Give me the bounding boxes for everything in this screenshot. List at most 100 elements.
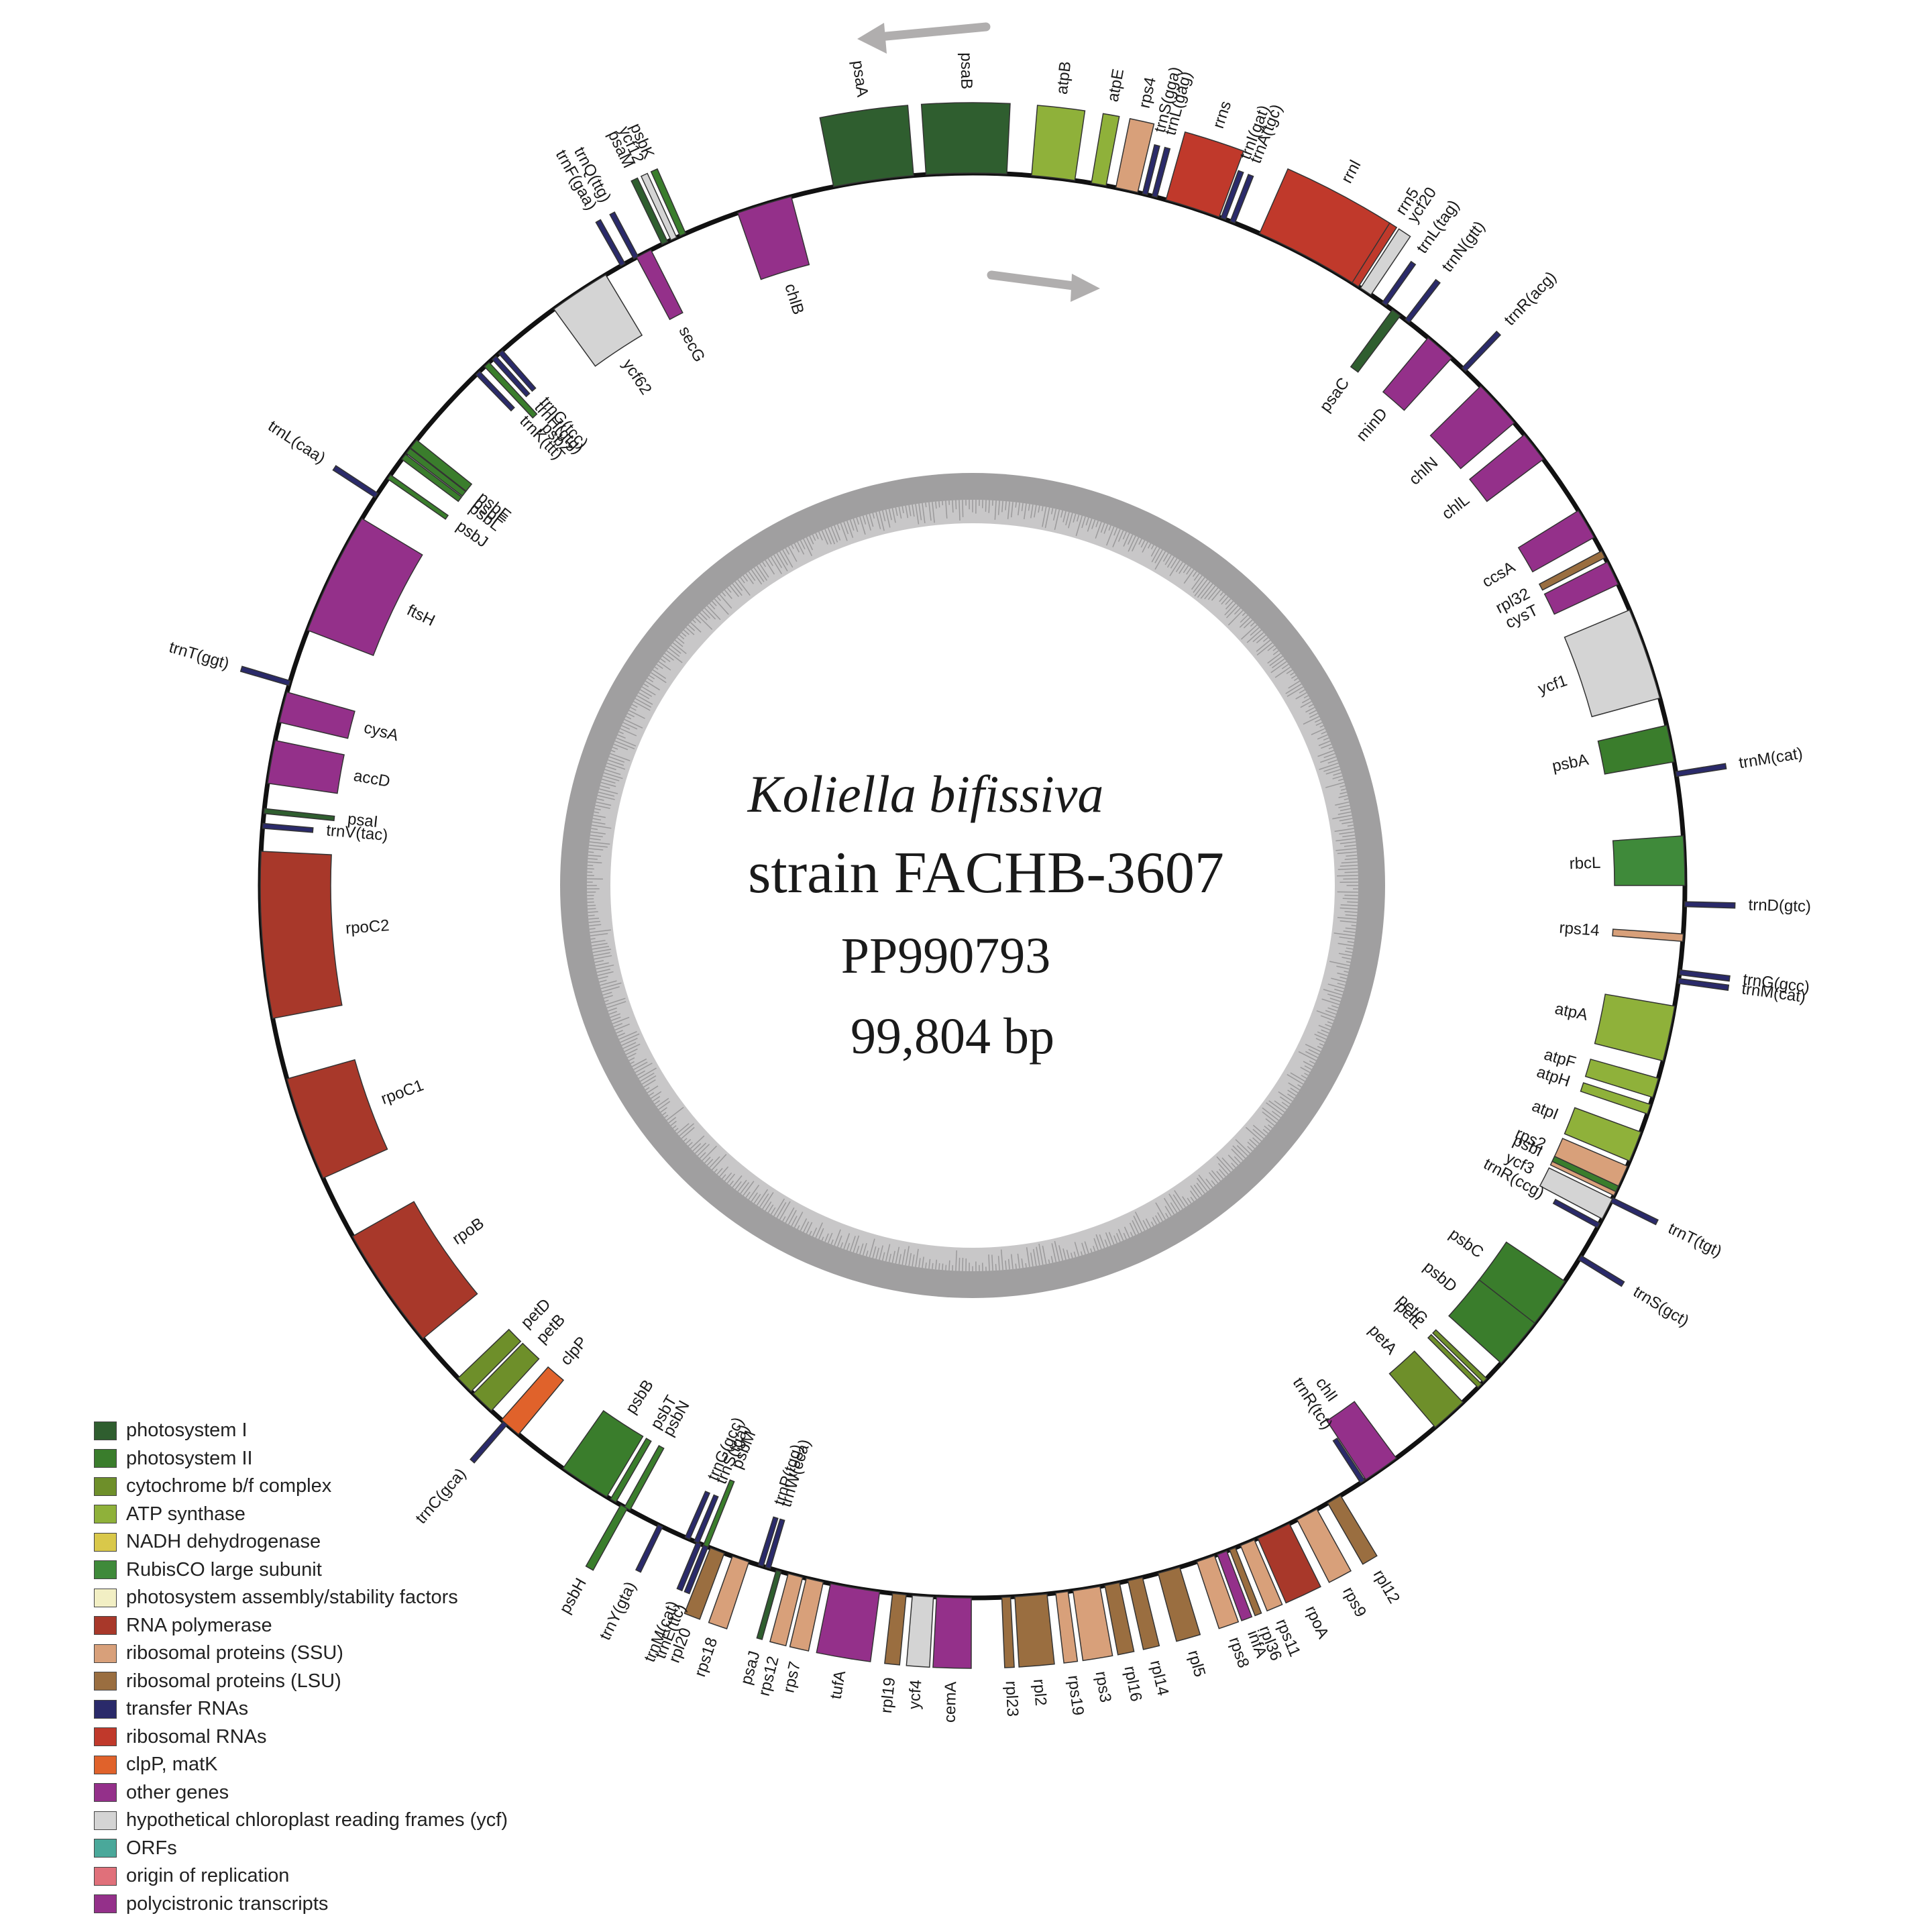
- gc-spike: [1196, 1183, 1205, 1194]
- gene-label: rrnl: [1337, 157, 1364, 186]
- gc-spike: [1103, 524, 1109, 534]
- gc-spike: [1060, 510, 1063, 518]
- gene-label: rps3: [1092, 1670, 1115, 1703]
- gc-spike: [1337, 875, 1358, 877]
- gc-spike: [1256, 634, 1266, 643]
- gene-label: clpP: [557, 1333, 591, 1368]
- gc-spike: [587, 904, 596, 906]
- gc-spike: [1155, 1215, 1160, 1224]
- gc-spike: [616, 737, 637, 747]
- gc-spike: [603, 995, 613, 999]
- gene-psbz: [484, 362, 538, 419]
- gene-trnr-acg-: [1461, 330, 1502, 372]
- legend-swatch: [94, 1783, 117, 1803]
- gc-spike: [622, 1042, 637, 1049]
- gc-spike: [709, 1156, 720, 1169]
- gc-spike: [859, 1243, 864, 1255]
- gene-trnl-caa-: [332, 465, 379, 498]
- gc-spike: [1007, 501, 1010, 519]
- legend-label: other genes: [126, 1781, 229, 1803]
- gc-spike: [1300, 700, 1312, 708]
- legend-item: photosystem II: [94, 1445, 698, 1473]
- legend-label: RubisCO large subunit: [126, 1558, 322, 1580]
- gc-spike: [1343, 930, 1356, 933]
- gc-spike: [1294, 678, 1299, 682]
- gc-spike: [908, 1252, 912, 1267]
- gc-spike: [1021, 1258, 1024, 1269]
- gc-spike: [794, 543, 800, 553]
- gc-spike: [1164, 554, 1172, 566]
- gc-spike: [1179, 564, 1186, 574]
- gc-content-spikes: [587, 500, 1358, 1271]
- gc-spike: [620, 728, 637, 737]
- gc-spike: [614, 1023, 630, 1031]
- gc-spike: [641, 1075, 657, 1085]
- gene-psbm: [702, 1479, 735, 1548]
- gene-trnp-tgg-: [757, 1516, 779, 1567]
- gc-spike: [1219, 594, 1226, 602]
- gc-spike: [840, 1242, 844, 1248]
- gc-spike: [821, 530, 828, 545]
- gc-spike: [770, 1207, 776, 1215]
- gene-atpi: [1564, 1107, 1642, 1162]
- gc-spike: [948, 1260, 950, 1271]
- gc-spike: [1267, 645, 1275, 651]
- gc-spike: [1193, 577, 1205, 593]
- legend-item: other genes: [94, 1779, 698, 1807]
- gc-spike: [1113, 1235, 1118, 1244]
- gene-label: tufA: [827, 1669, 850, 1701]
- gc-spike: [918, 1258, 921, 1268]
- gc-spike: [1346, 947, 1354, 950]
- gc-spike: [594, 960, 604, 963]
- gc-spike: [821, 1236, 824, 1241]
- gc-spike: [692, 619, 696, 623]
- gc-spike: [645, 680, 661, 691]
- gc-spike: [787, 546, 798, 562]
- gc-spike: [1150, 1221, 1154, 1227]
- gc-spike: [666, 1106, 684, 1121]
- gc-spike: [1058, 1245, 1063, 1261]
- gc-spike: [1170, 1202, 1178, 1214]
- gc-spike: [662, 1112, 667, 1116]
- gc-spike: [1334, 828, 1354, 833]
- gene-label: petA: [1365, 1322, 1401, 1358]
- gc-spike: [697, 614, 713, 630]
- gc-spike: [590, 838, 601, 841]
- gc-spike: [702, 1145, 718, 1161]
- gc-spike: [724, 590, 732, 599]
- gc-spike: [1335, 801, 1350, 806]
- gene-label: chlL: [1439, 491, 1473, 523]
- gene-trnl-gag-: [1151, 146, 1171, 199]
- gene-rps4: [1115, 117, 1155, 193]
- gc-spike: [711, 600, 717, 606]
- gc-spike: [1183, 569, 1195, 584]
- gc-spike: [1323, 737, 1329, 741]
- gene-rpl20: [683, 1547, 725, 1620]
- gc-spike: [618, 1030, 637, 1040]
- gene-label: psbD: [1420, 1258, 1460, 1296]
- gc-spike: [656, 663, 663, 669]
- legend-label: photosystem II: [126, 1447, 253, 1469]
- gc-spike: [614, 740, 635, 750]
- gc-spike: [611, 749, 616, 753]
- gc-spike: [649, 1091, 655, 1096]
- gc-spike: [1290, 1072, 1305, 1082]
- gc-spike: [885, 1244, 891, 1262]
- legend-label: ribosomal proteins (SSU): [126, 1642, 343, 1664]
- legend-swatch: [94, 1894, 117, 1914]
- gc-spike: [729, 585, 739, 597]
- gc-spike: [654, 666, 659, 670]
- gc-spike: [1152, 1217, 1158, 1225]
- gc-spike: [1123, 533, 1130, 547]
- gc-spike: [1319, 724, 1324, 728]
- gc-spike: [1252, 1128, 1264, 1139]
- gc-spike: [815, 533, 819, 539]
- gc-spike: [827, 1232, 833, 1244]
- gc-spike: [765, 559, 775, 575]
- legend-item: photosystem assembly/stability factors: [94, 1584, 698, 1612]
- gc-spike: [621, 1037, 638, 1046]
- gene-trng-tcc-: [498, 350, 537, 392]
- gc-spike: [677, 1123, 690, 1134]
- gc-spike: [1186, 567, 1192, 575]
- gc-spike: [748, 1185, 760, 1200]
